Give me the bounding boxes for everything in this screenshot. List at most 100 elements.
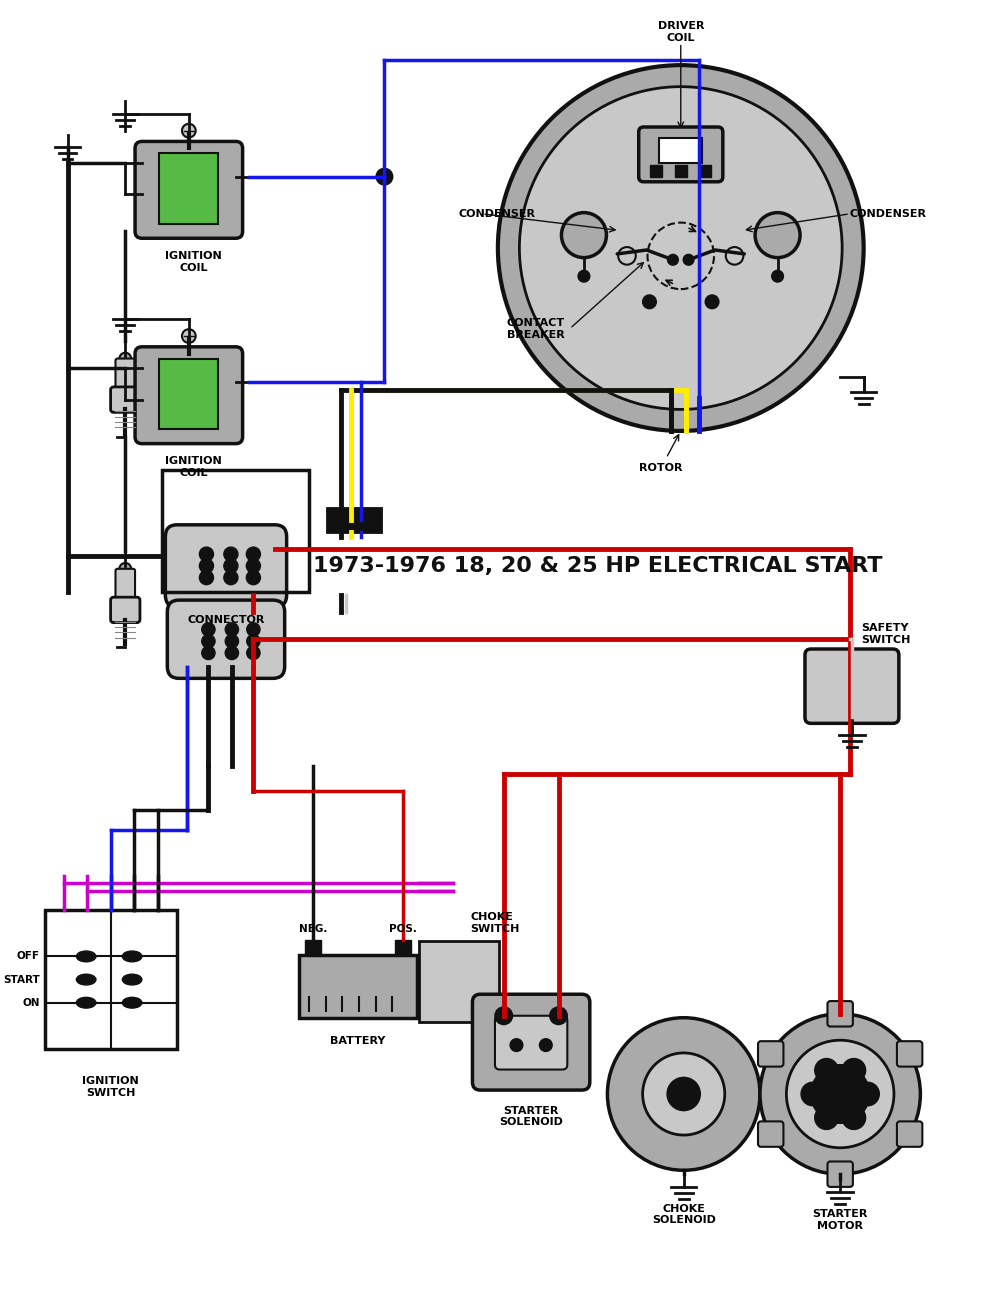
FancyBboxPatch shape xyxy=(115,359,135,394)
Circle shape xyxy=(618,247,636,265)
Circle shape xyxy=(668,255,678,265)
Circle shape xyxy=(683,255,694,265)
Ellipse shape xyxy=(122,951,142,961)
Circle shape xyxy=(772,270,783,282)
Ellipse shape xyxy=(76,951,96,961)
Circle shape xyxy=(842,1059,866,1082)
FancyBboxPatch shape xyxy=(165,525,287,607)
Circle shape xyxy=(202,622,215,637)
Circle shape xyxy=(786,1040,894,1148)
Text: SAFETY
SWITCH: SAFETY SWITCH xyxy=(862,624,911,646)
Bar xyxy=(395,940,411,955)
Circle shape xyxy=(760,1013,920,1174)
Circle shape xyxy=(202,647,215,660)
FancyBboxPatch shape xyxy=(639,127,723,182)
Text: IGNITION
SWITCH: IGNITION SWITCH xyxy=(82,1077,139,1098)
Circle shape xyxy=(119,353,131,365)
FancyBboxPatch shape xyxy=(897,1042,922,1066)
Bar xyxy=(327,508,381,531)
Circle shape xyxy=(199,559,213,573)
Circle shape xyxy=(199,547,213,561)
Bar xyxy=(327,508,381,531)
Circle shape xyxy=(519,87,842,409)
FancyBboxPatch shape xyxy=(897,1121,922,1147)
Text: STARTER
MOTOR: STARTER MOTOR xyxy=(812,1209,868,1231)
Text: ROTOR: ROTOR xyxy=(639,464,683,473)
Circle shape xyxy=(539,1039,552,1051)
Bar xyxy=(162,470,309,592)
Circle shape xyxy=(607,1017,760,1170)
Circle shape xyxy=(247,622,260,637)
Circle shape xyxy=(182,123,196,138)
Circle shape xyxy=(498,65,864,431)
FancyBboxPatch shape xyxy=(495,1016,567,1069)
FancyBboxPatch shape xyxy=(111,598,140,622)
Text: START: START xyxy=(3,974,40,985)
Circle shape xyxy=(842,1105,866,1129)
Text: CONNECTOR: CONNECTOR xyxy=(187,614,265,625)
Bar xyxy=(675,165,687,177)
Circle shape xyxy=(643,1053,725,1135)
Text: IGNITION
COIL: IGNITION COIL xyxy=(165,456,222,478)
Ellipse shape xyxy=(122,998,142,1008)
FancyBboxPatch shape xyxy=(805,650,899,724)
FancyBboxPatch shape xyxy=(758,1121,783,1147)
Text: NEG.: NEG. xyxy=(299,924,327,934)
Text: CONTACT
BREAKER: CONTACT BREAKER xyxy=(506,318,565,339)
Circle shape xyxy=(815,1059,838,1082)
Text: CONDENSER: CONDENSER xyxy=(459,209,536,218)
Circle shape xyxy=(247,634,260,648)
Text: POS.: POS. xyxy=(389,924,417,934)
Ellipse shape xyxy=(76,974,96,985)
Circle shape xyxy=(561,213,606,257)
Bar xyxy=(159,359,218,429)
Text: CHOKE
SWITCH: CHOKE SWITCH xyxy=(470,912,520,934)
FancyBboxPatch shape xyxy=(135,142,243,238)
Circle shape xyxy=(726,247,743,265)
Circle shape xyxy=(246,559,260,573)
Circle shape xyxy=(801,1082,825,1105)
FancyBboxPatch shape xyxy=(167,600,285,678)
FancyBboxPatch shape xyxy=(111,387,140,412)
Bar xyxy=(659,138,702,164)
Circle shape xyxy=(224,547,238,561)
Circle shape xyxy=(578,270,590,282)
Bar xyxy=(45,911,177,1050)
Text: CONDENSER: CONDENSER xyxy=(850,209,927,218)
Circle shape xyxy=(225,647,239,660)
Text: ON: ON xyxy=(22,998,40,1008)
Text: IGNITION
COIL: IGNITION COIL xyxy=(165,251,222,273)
Circle shape xyxy=(755,213,800,257)
Circle shape xyxy=(815,1105,838,1129)
Text: STARTER
SOLENOID: STARTER SOLENOID xyxy=(499,1105,563,1128)
Circle shape xyxy=(550,1007,567,1025)
Bar xyxy=(650,165,662,177)
Circle shape xyxy=(510,1039,523,1051)
Bar xyxy=(305,940,321,955)
Circle shape xyxy=(182,329,196,343)
Bar xyxy=(159,153,218,223)
Circle shape xyxy=(811,1065,870,1124)
Bar xyxy=(419,942,499,1021)
FancyBboxPatch shape xyxy=(115,569,135,604)
FancyBboxPatch shape xyxy=(827,1002,853,1026)
Ellipse shape xyxy=(76,998,96,1008)
Circle shape xyxy=(667,1077,700,1111)
Circle shape xyxy=(224,559,238,573)
Circle shape xyxy=(856,1082,879,1105)
Circle shape xyxy=(119,562,131,574)
Text: CHOKE
SOLENOID: CHOKE SOLENOID xyxy=(652,1204,716,1225)
FancyBboxPatch shape xyxy=(758,1042,783,1066)
Text: DRIVER
COIL: DRIVER COIL xyxy=(658,21,704,43)
Circle shape xyxy=(225,634,239,648)
Bar xyxy=(699,165,711,177)
Circle shape xyxy=(202,634,215,648)
Text: BATTERY: BATTERY xyxy=(330,1035,386,1046)
Circle shape xyxy=(643,295,656,309)
Circle shape xyxy=(495,1007,513,1025)
Circle shape xyxy=(376,169,393,184)
Circle shape xyxy=(247,647,260,660)
FancyBboxPatch shape xyxy=(827,1161,853,1187)
Ellipse shape xyxy=(122,974,142,985)
FancyBboxPatch shape xyxy=(472,994,590,1090)
